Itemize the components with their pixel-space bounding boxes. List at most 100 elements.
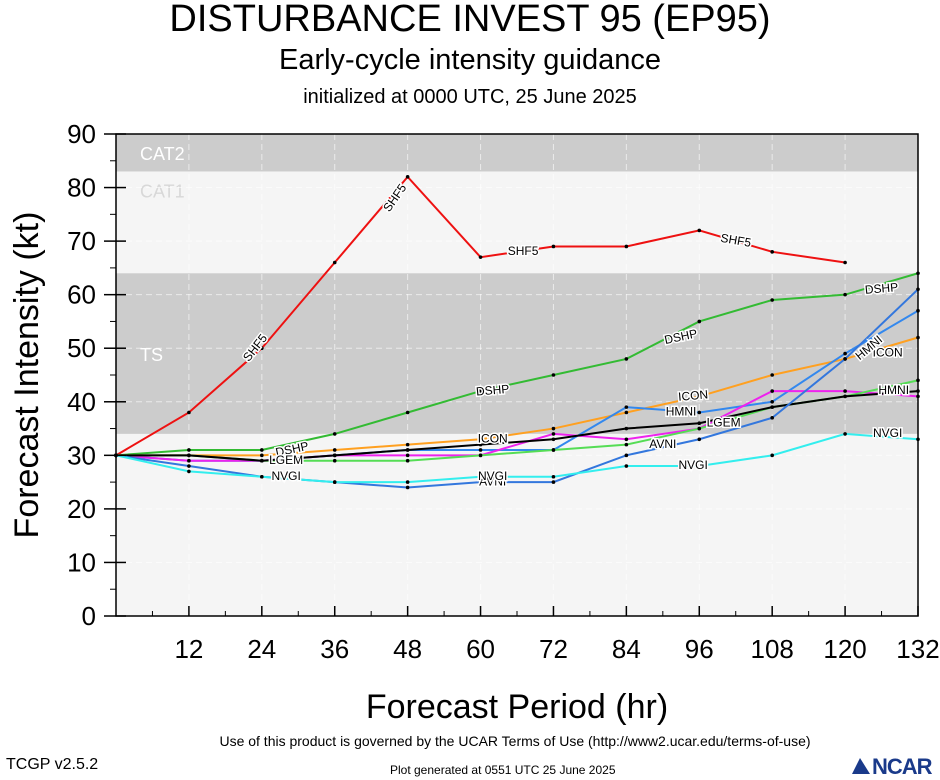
series-point-1-4 bbox=[405, 410, 410, 415]
series-point-4-7 bbox=[624, 437, 629, 442]
series-line-ICON-2 bbox=[116, 336, 919, 457]
series-point-8-2 bbox=[260, 474, 264, 479]
series-label-shf5-2: SHF5 bbox=[508, 244, 539, 258]
series-point-5-3 bbox=[332, 458, 337, 463]
series-point-6-1 bbox=[187, 453, 191, 458]
series-point-8-3 bbox=[332, 480, 337, 484]
y-axis-label: Forecast Intensity (kt) bbox=[8, 212, 46, 539]
series-point-5-4 bbox=[405, 458, 410, 463]
series-point-6-5 bbox=[478, 442, 483, 447]
series-point-6-3 bbox=[332, 453, 337, 458]
ncar-logo: NCAR bbox=[872, 754, 933, 779]
series-point-4-10 bbox=[843, 389, 847, 393]
series-label-hmni-13: HMNI bbox=[878, 383, 909, 397]
series-point-8-5 bbox=[478, 474, 483, 479]
series-point-0-7 bbox=[624, 244, 629, 249]
series-point-8-1 bbox=[187, 469, 191, 474]
y-tick-label-60: 60 bbox=[67, 280, 96, 310]
axes: 12 24 36 48 60 72 84 96 108 120 132 0 10 20 30 40 50 60 70… bbox=[8, 119, 940, 726]
series-label-nvgi-19: NVGI bbox=[478, 469, 507, 483]
series-point-6-7 bbox=[624, 426, 629, 431]
series-point-3-7 bbox=[624, 405, 629, 409]
series-point-0-6 bbox=[551, 244, 556, 249]
series-point-3-9 bbox=[770, 399, 774, 404]
series-label-hmni-11: HMNI bbox=[666, 405, 697, 419]
series-point-0-3 bbox=[332, 260, 337, 265]
series-point-1-10 bbox=[843, 292, 847, 297]
y-tick-label-80: 80 bbox=[67, 173, 96, 203]
x-tick-label-72: 72 bbox=[539, 634, 568, 664]
series-point-6-10 bbox=[843, 394, 847, 399]
series-point-0-2 bbox=[260, 346, 264, 351]
series-point-5-6 bbox=[551, 448, 556, 452]
y-tick-label-40: 40 bbox=[67, 387, 96, 417]
series-label-icon-8: ICON bbox=[478, 431, 508, 445]
series-point-8-6 bbox=[551, 474, 556, 479]
series-line-NVGI-8 bbox=[115, 432, 919, 484]
series-point-3-10 bbox=[843, 351, 847, 356]
band-0 bbox=[116, 134, 918, 172]
series-label-lgem-14: LGEM bbox=[269, 453, 303, 467]
x-tick-label-120: 120 bbox=[823, 634, 866, 664]
y-tick-label-70: 70 bbox=[67, 226, 96, 256]
ncar-logo-icon bbox=[852, 758, 870, 774]
series-point-7-10 bbox=[843, 357, 847, 361]
series-point-7-5 bbox=[478, 480, 483, 484]
series-point-1-2 bbox=[260, 448, 264, 452]
series-point-4-9 bbox=[770, 389, 774, 393]
series-label-dshp-4: DSHP bbox=[475, 382, 509, 399]
series-point-7-6 bbox=[551, 480, 556, 484]
series-point-1-9 bbox=[770, 298, 774, 302]
series-point-5-7 bbox=[624, 442, 629, 447]
series-point-2-4 bbox=[405, 442, 410, 447]
x-axis-label: Forecast Period (hr) bbox=[366, 688, 668, 726]
series-point-0-8 bbox=[697, 228, 702, 233]
y-tick-label-0: 0 bbox=[82, 601, 96, 631]
series-point-0-4 bbox=[405, 175, 410, 179]
series-label-nvgi-20: NVGI bbox=[679, 458, 708, 472]
x-tick-label-132: 132 bbox=[896, 634, 939, 664]
series-point-1-8 bbox=[697, 319, 702, 324]
series-point-2-6 bbox=[551, 426, 556, 431]
series-point-6-6 bbox=[551, 437, 556, 442]
series-label-lgem-15: LGEM bbox=[707, 415, 741, 429]
series-point-1-1 bbox=[187, 448, 191, 452]
intensity-bands: CAT2 CAT1 TS bbox=[116, 134, 918, 616]
series-label-dshp-6: DSHP bbox=[864, 280, 898, 297]
x-tick-label-84: 84 bbox=[612, 634, 641, 664]
band-label-ts: TS bbox=[140, 345, 163, 365]
band-label-cat1: CAT1 bbox=[140, 181, 185, 201]
series-point-8-7 bbox=[624, 464, 629, 468]
series-point-8-10 bbox=[843, 432, 847, 436]
series-point-2-9 bbox=[770, 373, 774, 377]
series-point-2-8 bbox=[697, 394, 702, 399]
series-label-avni-16: AVNI bbox=[649, 437, 676, 451]
y-tick-label-20: 20 bbox=[67, 494, 96, 524]
band-3 bbox=[116, 433, 918, 616]
x-tick-label-48: 48 bbox=[393, 634, 422, 664]
x-tick-label-60: 60 bbox=[466, 634, 495, 664]
series-point-7-7 bbox=[624, 453, 629, 458]
x-tick-label-96: 96 bbox=[685, 634, 714, 664]
band-1 bbox=[116, 171, 918, 274]
series-label-nvgi-18: NVGI bbox=[271, 469, 300, 483]
x-tick-label-108: 108 bbox=[750, 634, 793, 664]
series-point-0-5 bbox=[478, 255, 483, 259]
series-point-2-7 bbox=[624, 410, 629, 415]
series-label-icon-10: ICON bbox=[873, 346, 903, 360]
series-label-avni-17: AVNI bbox=[479, 474, 506, 488]
series-point-2-2 bbox=[260, 453, 264, 458]
y-tick-label-90: 90 bbox=[67, 119, 96, 149]
series-point-8-4 bbox=[405, 480, 410, 484]
series-point-4-1 bbox=[187, 458, 191, 463]
series-line-consensus-6 bbox=[116, 390, 919, 462]
x-tick-label-24: 24 bbox=[247, 634, 276, 664]
series-point-0-1 bbox=[187, 410, 191, 415]
series-point-5-8 bbox=[697, 426, 702, 431]
series-point-3-8 bbox=[697, 410, 702, 415]
series-label-nvgi-21: NVGI bbox=[873, 426, 902, 440]
terms-of-use: Use of this product is governed by the U… bbox=[219, 733, 811, 749]
series-point-7-4 bbox=[405, 485, 410, 490]
series-point-5-5 bbox=[478, 453, 483, 458]
